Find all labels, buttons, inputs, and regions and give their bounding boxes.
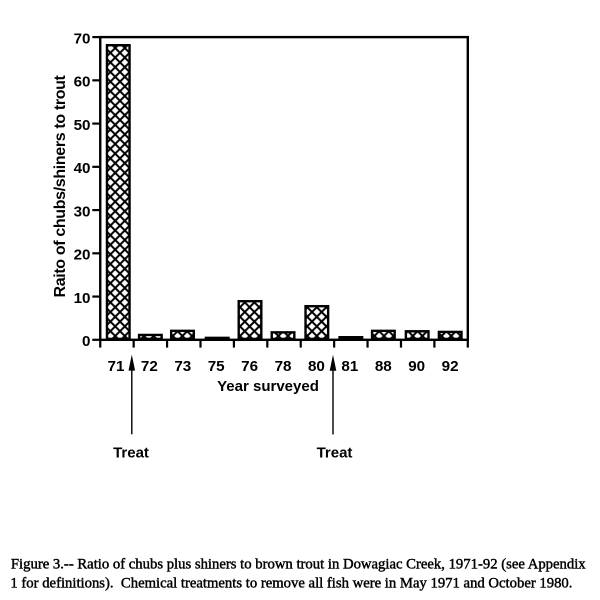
svg-text:40: 40 — [74, 160, 91, 177]
svg-text:81: 81 — [341, 358, 358, 375]
svg-text:92: 92 — [442, 358, 459, 375]
svg-text:1 for definitions). Chemical: 1 for definitions). Chemical treatments … — [10, 576, 572, 592]
svg-text:76: 76 — [241, 358, 258, 375]
svg-text:30: 30 — [74, 203, 91, 220]
svg-text:Figure 3.-- Ratio of chubs plu: Figure 3.-- Ratio of chubs plus shiners … — [11, 557, 586, 573]
svg-text:88: 88 — [375, 358, 392, 375]
svg-text:Year surveyed: Year surveyed — [217, 378, 319, 395]
svg-text:70: 70 — [74, 30, 91, 47]
svg-text:20: 20 — [74, 247, 91, 264]
svg-text:90: 90 — [408, 358, 425, 375]
svg-text:Raito of chubs/shiners to trou: Raito of chubs/shiners to trout — [52, 74, 69, 297]
svg-text:Treat: Treat — [317, 444, 353, 461]
svg-text:50: 50 — [74, 117, 91, 134]
svg-text:80: 80 — [308, 358, 325, 375]
svg-text:78: 78 — [275, 358, 292, 375]
svg-text:0: 0 — [82, 333, 90, 350]
svg-text:Treat: Treat — [113, 444, 149, 461]
svg-text:73: 73 — [174, 358, 191, 375]
svg-text:71: 71 — [108, 358, 125, 375]
svg-text:60: 60 — [74, 74, 91, 91]
svg-text:72: 72 — [141, 358, 158, 375]
svg-text:10: 10 — [74, 290, 91, 307]
svg-text:75: 75 — [208, 358, 225, 375]
